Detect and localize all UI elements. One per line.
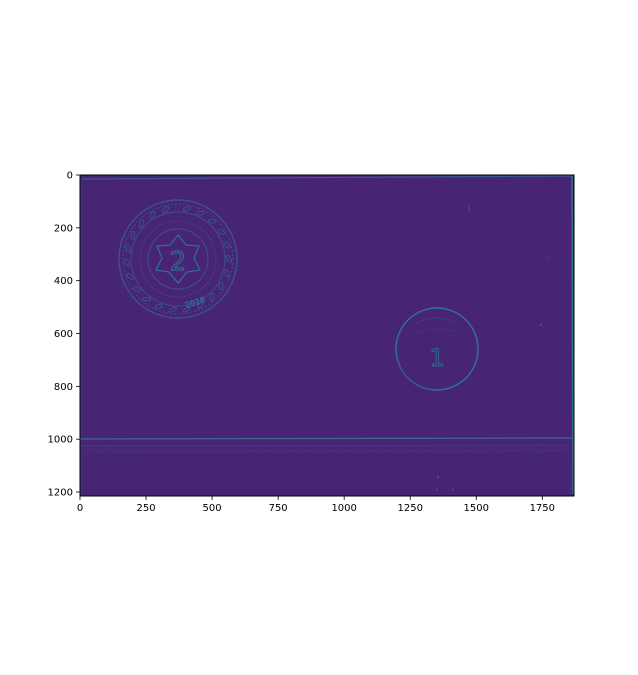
axes-frame	[79, 174, 575, 497]
small-coin: 1	[395, 307, 479, 391]
wreath-leaf	[126, 273, 134, 280]
y-tick-label: 400	[54, 276, 73, 287]
wreath-pattern	[124, 206, 232, 313]
y-tick-label: 0	[67, 171, 73, 182]
wreath-leaf	[207, 218, 217, 224]
x-tick-label: 500	[203, 503, 222, 514]
wreath-leaf	[138, 219, 144, 228]
y-tick-label: 800	[54, 382, 73, 393]
wreath-leaf	[142, 296, 151, 302]
x-tick-label: 1750	[530, 503, 555, 514]
wreath-leaf	[223, 241, 231, 249]
wreath-leaf	[132, 286, 141, 292]
wreath-leaf	[217, 229, 226, 235]
top-edge-line	[81, 175, 573, 180]
x-axis: 0 250 500 750 1000 1250 1500 1750	[77, 496, 555, 514]
x-tick-label: 1500	[464, 503, 489, 514]
large-coin-numeral: 2	[170, 247, 187, 277]
wreath-leaf	[196, 211, 205, 216]
image-background	[80, 175, 574, 496]
x-tick-label: 1250	[397, 503, 422, 514]
wreath-leaf	[219, 281, 224, 291]
y-tick-label: 1200	[48, 488, 73, 499]
noise-specks	[436, 205, 550, 491]
wreath-leaf	[124, 258, 131, 267]
x-tick-label: 250	[136, 503, 155, 514]
wreath-leaf	[209, 292, 215, 302]
x-tick-label: 750	[269, 503, 288, 514]
wreath-leaf	[197, 300, 204, 309]
wreath-leaf	[226, 255, 232, 263]
wreath-leaf	[183, 305, 191, 313]
right-edge-line	[571, 175, 574, 495]
wreath-leaf	[149, 210, 156, 219]
wreath-leaf	[224, 268, 230, 278]
wreath-leaf	[162, 206, 170, 213]
coin-star-shape	[155, 234, 201, 284]
image-plot: 2 2018 1	[79, 175, 575, 496]
x-tick-label: 0	[77, 503, 83, 514]
wreath-leaf	[125, 244, 131, 253]
small-coin-numeral: 1	[429, 344, 444, 372]
large-coin: 2 2018	[118, 199, 238, 319]
wreath-leaf	[182, 206, 192, 212]
wreath-leaf	[154, 304, 164, 309]
y-tick-label: 600	[54, 329, 73, 340]
wreath-leaf	[130, 230, 136, 240]
x-tick-label: 1000	[331, 503, 356, 514]
y-tick-label: 200	[54, 223, 73, 234]
y-tick-label: 1000	[48, 435, 73, 446]
wreath-leaf	[168, 307, 177, 313]
y-axis: 0 200 400 600 800 1000 1200	[48, 171, 80, 499]
ruler-band	[79, 437, 575, 454]
